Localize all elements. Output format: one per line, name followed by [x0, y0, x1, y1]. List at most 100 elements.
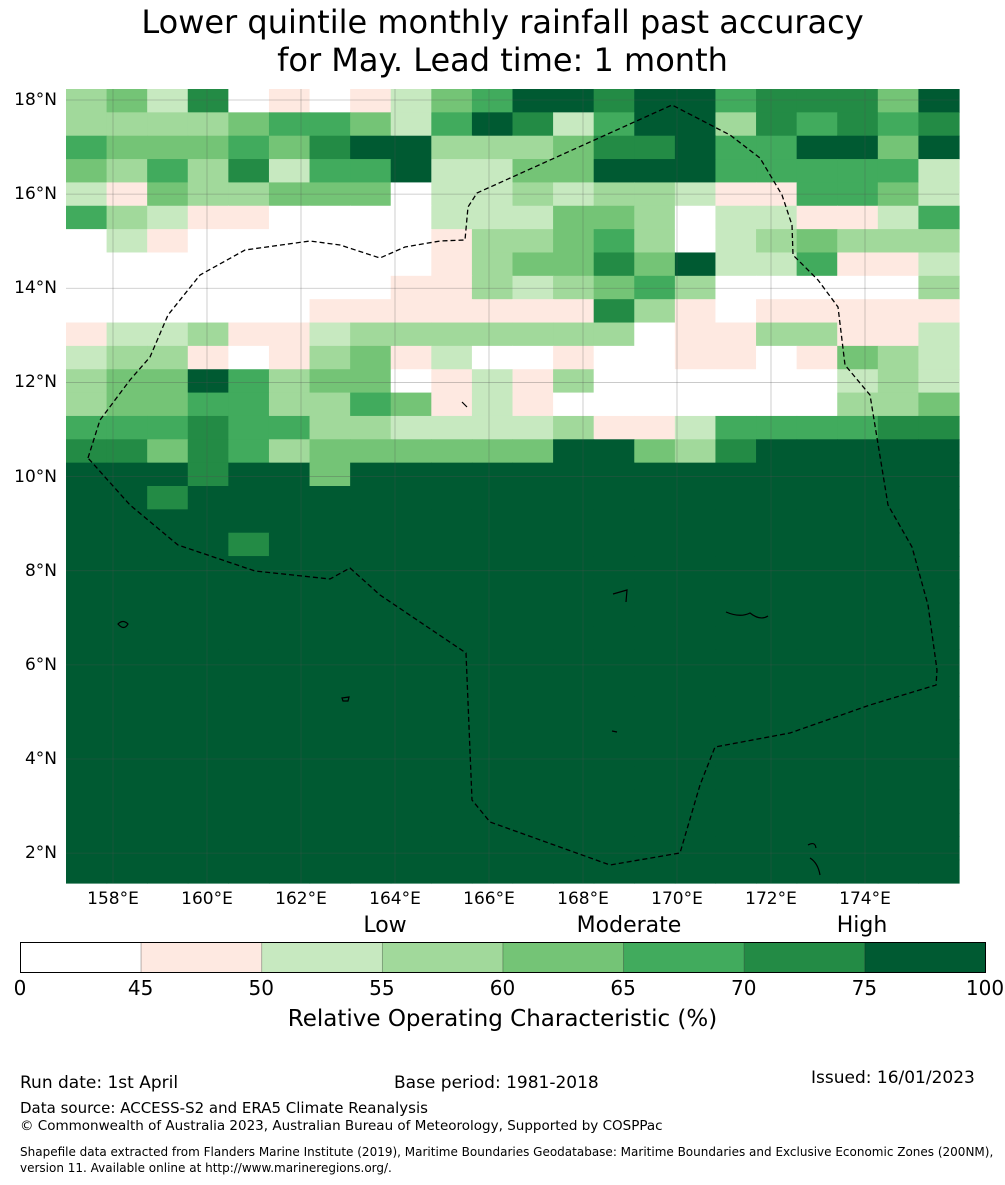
grid-cell	[471, 742, 514, 767]
grid-cell	[106, 392, 148, 417]
grid-cell	[66, 556, 108, 581]
grid-cell	[796, 486, 838, 510]
grid-cell	[147, 322, 189, 347]
grid-cell	[918, 89, 960, 113]
grid-cell	[634, 486, 676, 510]
grid-cell	[756, 159, 798, 184]
grid-cell	[431, 159, 473, 184]
grid-cell	[187, 742, 229, 767]
grid-cell	[390, 486, 432, 510]
grid-cell	[593, 532, 635, 557]
grid-cell	[593, 602, 635, 627]
grid-cell	[309, 252, 351, 277]
grid-cell	[268, 135, 311, 160]
grid-cell	[268, 369, 311, 394]
grid-cell	[471, 719, 514, 744]
grid-cell	[877, 182, 920, 207]
grid-cell	[796, 299, 838, 324]
grid-cell	[66, 649, 108, 674]
latitude-label: 2°N	[24, 843, 57, 864]
grid-cell	[66, 789, 108, 814]
grid-cell	[512, 556, 554, 581]
grid-cell	[309, 112, 351, 137]
longitude-label: 162°E	[275, 889, 327, 909]
grid-cell	[796, 789, 838, 814]
grid-cell	[512, 742, 554, 767]
grid-cell	[877, 299, 920, 324]
grid-cell	[877, 112, 920, 137]
grid-cell	[350, 299, 392, 324]
grid-cell	[756, 556, 798, 581]
grid-cell	[431, 299, 473, 324]
grid-cell	[187, 812, 229, 837]
grid-cell	[837, 275, 879, 300]
grid-cell	[471, 392, 514, 417]
grid-cell	[674, 205, 717, 230]
grid-cell	[674, 299, 717, 324]
map-gridlines	[66, 89, 959, 883]
grid-cell	[512, 766, 554, 791]
grid-cell	[268, 112, 311, 137]
grid-cell	[106, 626, 148, 651]
grid-cell	[350, 789, 392, 814]
grid-cell	[837, 836, 879, 861]
grid-cell	[756, 275, 798, 300]
grid-cell	[715, 719, 757, 744]
colorbar-swatch	[20, 942, 142, 973]
grid-cell	[228, 719, 270, 744]
grid-cell	[471, 182, 514, 207]
grid-cell	[390, 556, 432, 581]
grid-cell	[553, 462, 595, 487]
grid-cell	[796, 602, 838, 627]
grid-cell	[471, 275, 514, 300]
grid-cell	[674, 135, 717, 160]
grid-cell	[390, 182, 432, 207]
grid-cell	[593, 299, 635, 324]
grid-cell	[918, 672, 960, 697]
grid-cell	[187, 415, 229, 440]
grid-cell	[918, 182, 960, 207]
grid-cell	[309, 182, 351, 207]
grid-cell	[512, 649, 554, 674]
grid-cell	[634, 252, 676, 277]
grid-cell	[918, 299, 960, 324]
grid-cell	[106, 812, 148, 837]
grid-cell	[431, 275, 473, 300]
grid-cell	[796, 89, 838, 113]
grid-cell	[187, 672, 229, 697]
grid-cell	[634, 579, 676, 604]
grid-cell	[796, 556, 838, 581]
island-outline	[725, 611, 769, 619]
island-outline	[461, 401, 468, 408]
colorbar-tick-label: 60	[489, 976, 516, 1000]
grid-cell	[268, 672, 311, 697]
grid-cell	[147, 859, 189, 884]
grid-cell	[837, 205, 879, 230]
grid-cell	[147, 415, 189, 440]
grid-cell	[471, 859, 514, 884]
grid-cell	[471, 626, 514, 651]
grid-cell	[228, 602, 270, 627]
grid-cell	[837, 579, 879, 604]
grid-cell	[837, 626, 879, 651]
grid-cell	[593, 182, 635, 207]
grid-cell	[187, 345, 229, 370]
grid-cell	[66, 602, 108, 627]
grid-cell	[228, 369, 270, 394]
grid-cell	[268, 89, 311, 113]
grid-cell	[228, 182, 270, 207]
colorbar-swatch	[502, 942, 625, 973]
grid-cell	[715, 509, 757, 534]
grid-cell	[431, 462, 473, 487]
grid-cell	[553, 392, 595, 417]
grid-cell	[553, 439, 595, 464]
island-outline	[807, 842, 817, 849]
grid-cell	[512, 859, 554, 884]
grid-cell	[147, 205, 189, 230]
grid-cell	[268, 159, 311, 184]
grid-cell	[309, 345, 351, 370]
grid-cell	[877, 836, 920, 861]
grid-cell	[228, 89, 270, 113]
grid-cell	[553, 626, 595, 651]
grid-cell	[147, 369, 189, 394]
